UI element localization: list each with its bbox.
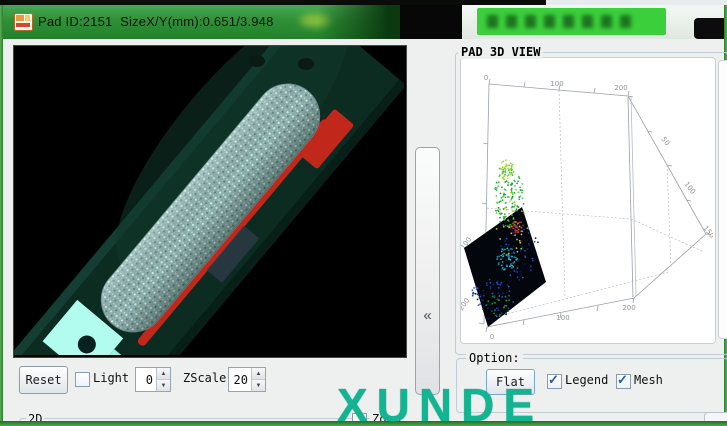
pad3d-group-label: PAD 3D VIEW (458, 45, 544, 59)
pad-dark-slot (206, 225, 260, 283)
tick-top-0: 0 (484, 74, 488, 82)
option-group-label: Option: (466, 351, 523, 365)
pad-image-viewport[interactable] (13, 45, 407, 358)
window-title: Pad ID:2151 SizeX/Y(mm):0.651/3.948 (38, 14, 274, 29)
board-hole-right (298, 58, 314, 70)
redacted-label (477, 8, 666, 35)
reset-button-label: Reset (25, 373, 62, 387)
pad-photo (14, 46, 404, 355)
light-stepper-up-icon[interactable]: ▲ (157, 368, 170, 379)
tick-right-50: 50 (659, 135, 671, 147)
tick-right-150: 150 (701, 224, 713, 239)
scatter-base-plate (464, 207, 546, 327)
tick-top-100: 100 (550, 80, 563, 88)
pad-red-edge (137, 119, 330, 346)
flat-button-label: Flat (496, 375, 525, 389)
top-black-strip (0, 0, 546, 5)
tick-bottom-100: 100 (556, 314, 569, 322)
caption-buttons-blacked[interactable] (694, 18, 727, 39)
tick-bottom-200: 200 (622, 304, 635, 312)
tick-bottom-0: 0 (490, 333, 494, 341)
partial-right-panel (718, 60, 727, 339)
scatter-points (471, 159, 539, 320)
titlebar-black-segment (400, 5, 462, 39)
window-border-left (0, 5, 3, 426)
mesh-label: Mesh (634, 373, 663, 387)
title-bar[interactable]: Pad ID:2151 SizeX/Y(mm):0.651/3.948 (0, 5, 727, 39)
window-border-bottom (0, 421, 727, 426)
plot3d-canvas: 0 100 200 0 100 200 50 100 150 100 200 (457, 74, 716, 341)
zscale-stepper-up-icon[interactable]: ▲ (252, 368, 265, 379)
light-stepper-value[interactable]: 0 (145, 372, 153, 387)
reset-button[interactable]: Reset (19, 366, 68, 394)
light-stepper[interactable]: 0 ▲ ▼ (135, 367, 171, 392)
flat-button[interactable]: Flat (486, 369, 535, 395)
top-light-strip (546, 0, 727, 5)
board-hole-left (249, 55, 265, 67)
collapse-splitter-button[interactable]: « (415, 147, 440, 395)
watermark-text: XUNDE (337, 379, 544, 426)
light-checkbox[interactable] (75, 372, 90, 387)
plot3d-panel[interactable]: 0 100 200 0 100 200 50 100 150 100 200 (457, 57, 716, 344)
legend-checkbox[interactable] (547, 372, 562, 389)
light-stepper-down-icon[interactable]: ▼ (157, 379, 170, 391)
legend-label: Legend (565, 373, 609, 387)
collapse-chevrons-icon: « (423, 306, 432, 324)
zscale-label: ZScale (183, 371, 227, 385)
option-groupbox (456, 358, 727, 413)
tick-right-100: 100 (682, 180, 697, 195)
pad3d-groupbox (455, 52, 727, 355)
app-icon (14, 13, 33, 31)
cyan-block-hole (77, 335, 96, 354)
light-label: Light (93, 371, 130, 385)
zscale-stepper-down-icon[interactable]: ▼ (252, 379, 265, 391)
pad-red-patch (298, 109, 354, 169)
zscale-stepper[interactable]: 20 ▲ ▼ (228, 367, 266, 392)
mesh-checkbox[interactable] (616, 372, 631, 389)
tick-left-200: 200 (461, 297, 471, 313)
zscale-stepper-value[interactable]: 20 (233, 372, 248, 387)
titlebar-fade (318, 5, 400, 39)
tick-top-200: 200 (614, 84, 627, 92)
